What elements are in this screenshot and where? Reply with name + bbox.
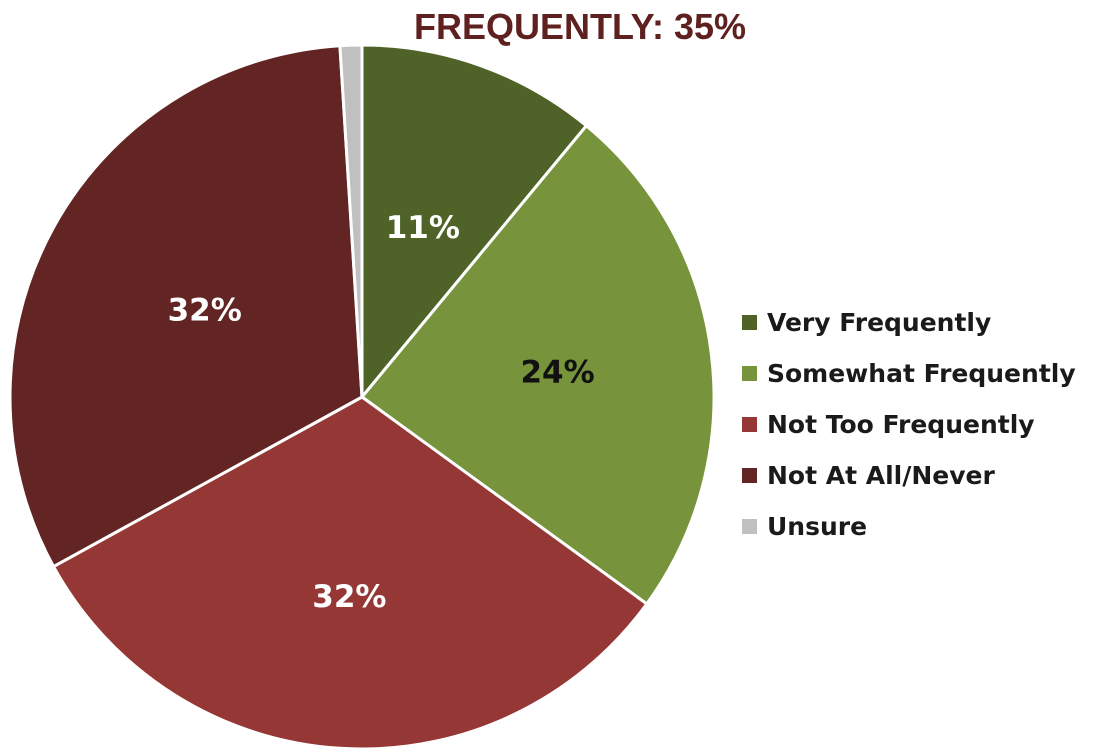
data-label-not-at-all-never: 32% — [168, 293, 242, 329]
pie-slice-very-frequently — [360, 43, 588, 399]
legend-item-not-at-all-never: Not At All/Never — [742, 459, 1076, 491]
legend: Very Frequently Somewhat Frequently Not To… — [742, 306, 1076, 561]
legend-item-unsure: Unsure — [742, 510, 1076, 542]
legend-label: Somewhat Frequently — [767, 358, 1076, 388]
data-label-very-frequently: 11% — [386, 210, 460, 246]
legend-swatch — [742, 365, 757, 381]
pie-slice-somewhat-frequently — [360, 124, 716, 606]
data-label-not-too-frequently: 32% — [312, 579, 386, 615]
pie-slice-not-at-all-never — [8, 44, 364, 569]
legend-item-somewhat-frequently: Somewhat Frequently — [742, 357, 1076, 389]
pie-slice-not-too-frequently — [52, 395, 649, 748]
legend-swatch — [742, 518, 757, 534]
legend-swatch — [742, 416, 757, 432]
legend-swatch — [742, 467, 757, 483]
pie-slice-unsure — [338, 43, 364, 399]
legend-item-very-frequently: Very Frequently — [742, 306, 1076, 338]
legend-label: Not At All/Never — [767, 460, 995, 490]
legend-item-not-too-frequently: Not Too Frequently — [742, 408, 1076, 440]
legend-label: Unsure — [767, 511, 868, 541]
legend-label: Not Too Frequently — [767, 409, 1035, 439]
legend-label: Very Frequently — [767, 307, 992, 337]
data-label-somewhat-frequently: 24% — [520, 354, 594, 390]
chart-title: FREQUENTLY: 35% — [413, 6, 747, 47]
legend-swatch — [742, 314, 757, 330]
